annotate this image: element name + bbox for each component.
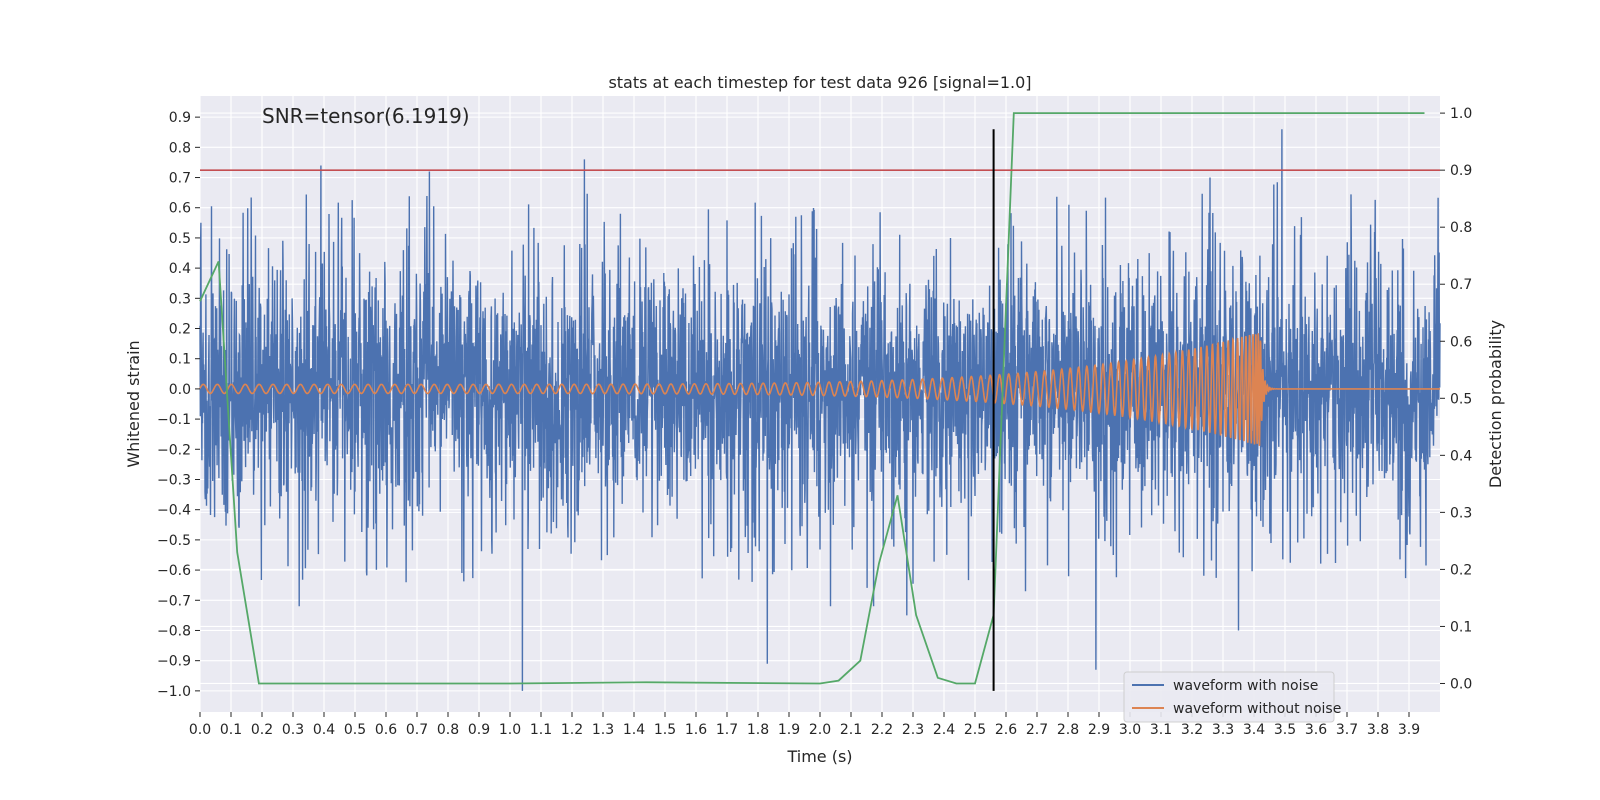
y2-tick-label: 0.6 — [1450, 334, 1472, 350]
x-tick-label: 2.3 — [902, 722, 924, 738]
legend: waveform with noise waveform without noi… — [1123, 671, 1341, 723]
x-tick-label: 0.6 — [375, 722, 397, 738]
legend-label-chirp: waveform without noise — [1173, 701, 1341, 717]
y-tick-label: −0.2 — [157, 442, 191, 458]
x-tick-label: 1.1 — [530, 722, 552, 738]
x-tick-label: 2.4 — [933, 722, 955, 738]
y-tick-label: 0.7 — [169, 171, 191, 187]
y2-tick-label: 0.8 — [1450, 220, 1472, 236]
y2-tick-label: 0.7 — [1450, 277, 1472, 293]
x-tick-label: 0.2 — [251, 722, 273, 738]
y-tick-label: −0.7 — [157, 593, 191, 609]
x-tick-label: 3.6 — [1305, 722, 1327, 738]
x-tick-label: 2.9 — [1088, 722, 1110, 738]
x-tick-label: 3.3 — [1212, 722, 1234, 738]
x-tick-label: 1.3 — [592, 722, 614, 738]
x-tick-label: 1.7 — [716, 722, 738, 738]
x-tick-label: 1.6 — [685, 722, 707, 738]
chart-title: stats at each timestep for test data 926… — [608, 73, 1031, 92]
y2-tick-label: 0.0 — [1450, 676, 1472, 692]
x-tick-label: 3.5 — [1274, 722, 1296, 738]
y-tick-label: −1.0 — [157, 684, 191, 700]
x-tick-label: 2.7 — [1026, 722, 1048, 738]
y2-tick-label: 0.3 — [1450, 505, 1472, 521]
x-tick-label: 3.2 — [1181, 722, 1203, 738]
markers — [200, 129, 1440, 691]
y2-tick-label: 0.2 — [1450, 562, 1472, 578]
y-tick-label: 0.4 — [169, 261, 191, 277]
series-detection-probability — [199, 112, 1425, 685]
y-tick-label: −0.9 — [157, 654, 191, 670]
x-tick-label: 3.4 — [1243, 722, 1265, 738]
y2-tick-label: 1.0 — [1450, 106, 1472, 122]
x-tick-label: 2.5 — [964, 722, 986, 738]
x-tick-label: 1.4 — [623, 722, 645, 738]
x-tick-label: 0.7 — [406, 722, 428, 738]
legend-box — [1123, 671, 1335, 723]
probability-line — [199, 112, 1425, 685]
x-tick-label: 3.0 — [1119, 722, 1141, 738]
chirp-line — [199, 333, 1440, 446]
y-tick-label: 0.2 — [169, 322, 191, 338]
y-tick-label: −0.1 — [157, 412, 191, 428]
y-tick-label: −0.8 — [157, 623, 191, 639]
y-tick-label: 0.3 — [169, 291, 191, 307]
y2-tick-labels: 1.0 0.9 0.8 0.7 0.6 0.5 0.4 0.3 0.2 0.1 0.0 — [1440, 106, 1472, 692]
x-tick-label: 0.8 — [437, 722, 459, 738]
y-tick-label: 0.8 — [169, 140, 191, 156]
x-tick-label: 1.8 — [747, 722, 769, 738]
legend-label-noise: waveform with noise — [1173, 678, 1318, 694]
x-tick-label: 0.5 — [344, 722, 366, 738]
x-tick-label: 2.6 — [995, 722, 1017, 738]
x-tick-label: 0.4 — [313, 722, 335, 738]
y-tick-label: −0.6 — [157, 563, 191, 579]
x-tick-label: 1.5 — [654, 722, 676, 738]
x-tick-label: 0.0 — [189, 722, 211, 738]
y2-tick-label: 0.5 — [1450, 391, 1472, 407]
x-axis-label: Time (s) — [786, 747, 852, 766]
y-tick-label: −0.5 — [157, 533, 191, 549]
y2-tick-label: 0.1 — [1450, 619, 1472, 635]
x-tick-label: 2.0 — [809, 722, 831, 738]
series-chirp — [199, 333, 1440, 446]
y2-tick-label: 0.4 — [1450, 448, 1472, 464]
snr-annotation: SNR=tensor(6.1919) — [262, 104, 470, 128]
y2-axis-label: Detection probability — [1486, 320, 1505, 488]
y-tick-label: 0.9 — [169, 110, 191, 126]
x-tick-labels: 0.0 0.1 0.2 0.3 0.4 0.5 0.6 0.7 0.8 0.9 1.0 1.1 1.2 1… — [189, 712, 1420, 738]
y-tick-labels: 0.9 0.8 0.7 0.6 0.5 0.4 0.3 0.2 0.1 0.0 −0.1 −0.2 −0… — [157, 110, 200, 700]
x-tick-label: 0.1 — [220, 722, 242, 738]
y-axis-label: Whitened strain — [124, 340, 143, 467]
x-tick-label: 2.8 — [1057, 722, 1079, 738]
y-tick-label: −0.4 — [157, 503, 191, 519]
x-tick-label: 3.9 — [1398, 722, 1420, 738]
x-tick-label: 3.1 — [1150, 722, 1172, 738]
y2-tick-label: 0.9 — [1450, 163, 1472, 179]
x-tick-label: 0.3 — [282, 722, 304, 738]
x-tick-label: 2.2 — [871, 722, 893, 738]
y-tick-label: 0.0 — [169, 382, 191, 398]
x-tick-label: 3.7 — [1336, 722, 1358, 738]
y-tick-label: 0.6 — [169, 201, 191, 217]
y-tick-label: −0.3 — [157, 472, 191, 488]
x-tick-label: 1.0 — [499, 722, 521, 738]
x-tick-label: 1.2 — [561, 722, 583, 738]
x-tick-label: 1.9 — [778, 722, 800, 738]
y-tick-label: 0.1 — [169, 352, 191, 368]
y-tick-label: 0.5 — [169, 231, 191, 247]
x-tick-label: 2.1 — [840, 722, 862, 738]
x-tick-label: 3.8 — [1367, 722, 1389, 738]
x-tick-label: 0.9 — [468, 722, 490, 738]
